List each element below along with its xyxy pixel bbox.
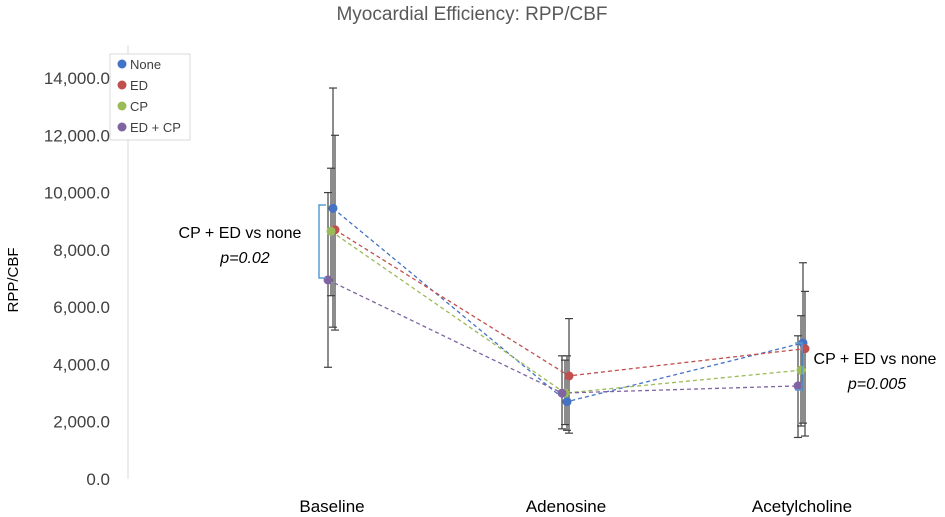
category-label: Baseline xyxy=(299,497,364,516)
bracket-baseline xyxy=(318,204,326,279)
y-tick-label: 10,000.0 xyxy=(44,184,110,203)
series-points xyxy=(323,203,810,407)
y-tick-label: 12,000.0 xyxy=(44,126,110,145)
series-line xyxy=(327,279,799,394)
annotation-pvalue-baseline: p=0.02 xyxy=(219,250,269,267)
y-tick-label: 8,000.0 xyxy=(53,241,110,260)
y-tick-labels: 0.0 2,000.0 4,000.0 6,000.0 8,000.0 10,000.0 1… xyxy=(44,69,110,489)
y-tick-label: 0.0 xyxy=(86,470,110,489)
annotation-text-acetylcholine: CP + ED vs none xyxy=(814,351,937,368)
data-point xyxy=(328,203,338,213)
category-label: Adenosine xyxy=(526,497,606,516)
data-point xyxy=(562,397,572,407)
annotation-baseline: CP + ED vs none p=0.02 xyxy=(179,204,326,279)
series-line xyxy=(334,229,806,377)
chart-title: Myocardial Efficiency: RPP/CBF xyxy=(336,4,607,25)
legend: None ED CP ED + CP xyxy=(109,53,191,141)
annotation-text-baseline: CP + ED vs none xyxy=(179,225,302,242)
legend-marker xyxy=(117,101,127,111)
category-labels: Baseline Adenosine Acetylcholine xyxy=(299,497,852,516)
legend-label: ED xyxy=(130,78,148,93)
series-line xyxy=(330,230,802,394)
legend-label: None xyxy=(130,57,161,72)
annotation-pvalue-acetylcholine: p=0.005 xyxy=(847,376,906,393)
y-tick-label: 4,000.0 xyxy=(53,355,110,374)
data-point xyxy=(796,365,806,375)
y-tick-label: 6,000.0 xyxy=(53,298,110,317)
bracket-acetylcholine xyxy=(795,342,803,391)
data-point xyxy=(323,275,333,285)
data-point xyxy=(326,226,336,236)
legend-label: CP xyxy=(130,99,148,114)
y-axis-label: RPP/CBF xyxy=(5,247,22,312)
annotation-acetylcholine: CP + ED vs none p=0.005 xyxy=(795,342,937,393)
legend-label: ED + CP xyxy=(130,120,181,135)
data-point xyxy=(564,371,574,381)
legend-marker xyxy=(117,59,127,69)
legend-marker xyxy=(117,122,127,132)
y-tick-label: 2,000.0 xyxy=(53,413,110,432)
y-tick-label: 14,000.0 xyxy=(44,69,110,88)
data-point xyxy=(557,388,567,398)
legend-marker xyxy=(117,80,127,90)
data-point xyxy=(793,381,803,391)
error-bars xyxy=(324,87,809,439)
category-label: Acetylcholine xyxy=(752,497,852,516)
